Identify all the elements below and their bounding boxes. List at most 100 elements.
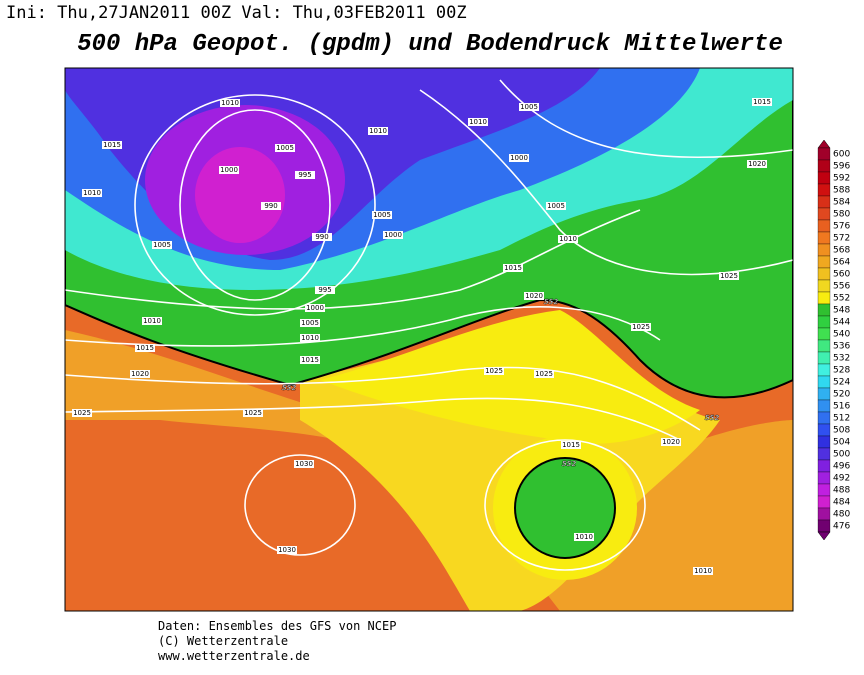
label-box xyxy=(275,144,295,152)
footer-source: Daten: Ensembles des GFS von NCEP xyxy=(158,619,396,633)
contour-label: 1020 xyxy=(748,160,766,168)
colorbar-swatch xyxy=(817,495,831,509)
colorbar-swatch xyxy=(817,447,831,461)
colorbar-arrow-top xyxy=(817,139,831,149)
label-box xyxy=(294,460,314,468)
colorbar-swatch xyxy=(817,351,831,365)
contour-label: 1025 xyxy=(73,409,91,417)
colorbar-label: 516 xyxy=(833,402,850,412)
colorbar-swatch xyxy=(817,327,831,341)
colorbar-label: 488 xyxy=(833,486,850,496)
colorbar-swatch xyxy=(817,231,831,245)
label-box xyxy=(261,202,281,210)
footer-url: www.wetterzentrale.de xyxy=(158,649,310,663)
colorbar-swatch xyxy=(817,255,831,269)
colorbar-label: 548 xyxy=(833,306,850,316)
colorbar-label: 552 xyxy=(833,294,850,304)
contour-label: 1025 xyxy=(535,370,553,378)
colorbar-label: 576 xyxy=(833,222,850,232)
colorbar-label: 500 xyxy=(833,450,850,460)
contour-label: 1000 xyxy=(306,304,324,312)
contour-label: 1015 xyxy=(753,98,771,106)
contour-label: 995 xyxy=(318,286,331,294)
contour-label: 1010 xyxy=(143,317,161,325)
contour-label: 1010 xyxy=(559,235,577,243)
label-box xyxy=(152,241,172,249)
colorbar-swatch xyxy=(817,171,831,185)
colorbar-label: 524 xyxy=(833,378,850,388)
colorbar-swatch xyxy=(817,459,831,473)
colorbar-swatch xyxy=(817,291,831,305)
label-box xyxy=(519,103,539,111)
colorbar-swatch xyxy=(817,159,831,173)
contour-label: 1025 xyxy=(244,409,262,417)
contour-label: 1005 xyxy=(547,202,565,210)
colorbar-swatch xyxy=(817,411,831,425)
contour-label: 1005 xyxy=(276,144,294,152)
colorbar-swatch xyxy=(817,147,831,161)
label-box xyxy=(719,272,739,280)
colorbar-swatch xyxy=(817,219,831,233)
colorbar-swatch xyxy=(817,243,831,257)
contour-label: 990 xyxy=(264,202,277,210)
label-box xyxy=(102,141,122,149)
label-box xyxy=(142,317,162,325)
label-box xyxy=(312,233,332,241)
contour-label: 1015 xyxy=(136,344,154,352)
colorbar-label: 580 xyxy=(833,210,850,220)
contour-label: 1010 xyxy=(469,118,487,126)
colorbar-label: 508 xyxy=(833,426,850,436)
colorbar-label: 532 xyxy=(833,354,850,364)
label-box xyxy=(747,160,767,168)
contour-label: 1030 xyxy=(278,546,296,554)
contour-label: 1005 xyxy=(520,103,538,111)
label-box xyxy=(383,231,403,239)
label-box xyxy=(315,286,335,294)
colorbar-arrow-bottom xyxy=(817,531,831,541)
label-box xyxy=(631,323,651,331)
colorbar-label: 520 xyxy=(833,390,850,400)
label-box xyxy=(368,127,388,135)
colorbar-label: 592 xyxy=(833,174,850,184)
contour-label: 1010 xyxy=(83,189,101,197)
label-box xyxy=(300,334,320,342)
label-box xyxy=(72,409,92,417)
contour-label: 1025 xyxy=(720,272,738,280)
footer-copyright: (C) Wetterzentrale xyxy=(158,634,288,648)
label-box xyxy=(661,438,681,446)
colorbar-swatch xyxy=(817,387,831,401)
colorbar-swatch xyxy=(817,279,831,293)
contour-label: 1005 xyxy=(153,241,171,249)
colorbar-label: 480 xyxy=(833,510,850,520)
label-box xyxy=(295,171,315,179)
label-box xyxy=(300,356,320,364)
contour-label: 995 xyxy=(298,171,311,179)
colorbar-swatch xyxy=(817,507,831,521)
colorbar-label: 496 xyxy=(833,462,850,472)
colorbar-label: 504 xyxy=(833,438,850,448)
label-box xyxy=(277,546,297,554)
label-box xyxy=(693,567,713,575)
contour-label: 1010 xyxy=(301,334,319,342)
contour-label: 1030 xyxy=(295,460,313,468)
colorbar-swatch xyxy=(817,399,831,413)
label-box xyxy=(752,98,772,106)
label-box xyxy=(558,235,578,243)
colorbar-label: 540 xyxy=(833,330,850,340)
colorbar-label: 536 xyxy=(833,342,850,352)
label-box xyxy=(82,189,102,197)
label-box xyxy=(561,441,581,449)
contour-label: 1020 xyxy=(525,292,543,300)
colorbar-swatch xyxy=(817,183,831,197)
colorbar-label: 588 xyxy=(833,186,850,196)
colorbar-swatch xyxy=(817,207,831,221)
contour-label: 1000 xyxy=(220,166,238,174)
label-box xyxy=(372,211,392,219)
colorbar-label: 560 xyxy=(833,270,850,280)
contour-label: 1010 xyxy=(694,567,712,575)
colorbar-label: 596 xyxy=(833,162,850,172)
colorbar-swatch xyxy=(817,471,831,485)
label-box xyxy=(534,370,554,378)
label-box xyxy=(524,292,544,300)
contour-label: 1020 xyxy=(662,438,680,446)
